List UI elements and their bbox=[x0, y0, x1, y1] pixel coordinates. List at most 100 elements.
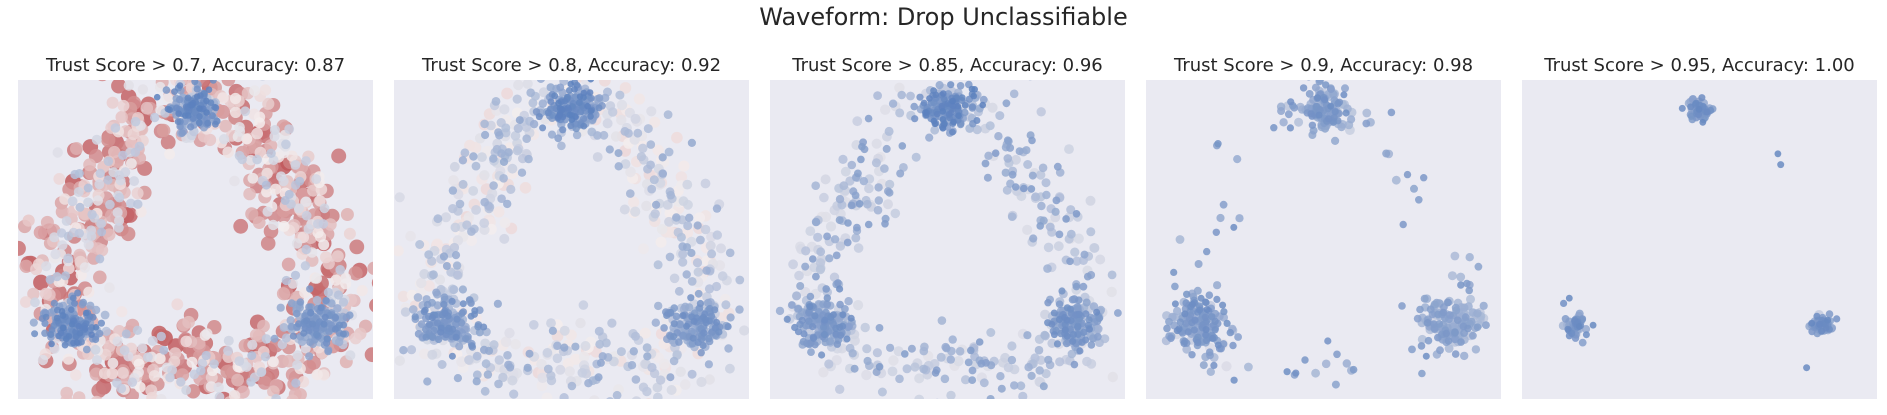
scatter-point bbox=[1069, 337, 1077, 345]
scatter-point bbox=[477, 152, 487, 162]
scatter-point bbox=[176, 377, 186, 387]
scatter-point bbox=[112, 207, 123, 218]
scatter-point bbox=[853, 223, 861, 232]
scatter-point bbox=[955, 347, 965, 356]
scatter-point bbox=[1018, 391, 1028, 399]
scatter-point bbox=[321, 313, 329, 321]
scatter-point bbox=[1015, 147, 1024, 156]
scatter-point bbox=[499, 174, 508, 183]
scatter-point bbox=[1442, 329, 1450, 338]
scatter-point bbox=[666, 190, 675, 200]
scatter-point bbox=[1331, 136, 1340, 145]
scatter-point bbox=[71, 299, 78, 307]
scatter-point bbox=[580, 341, 591, 351]
scatter-point bbox=[61, 216, 72, 226]
scatter-point bbox=[1202, 331, 1210, 339]
scatter-point bbox=[896, 169, 905, 178]
scatter-point bbox=[97, 319, 105, 327]
scatter-point bbox=[528, 98, 538, 108]
scatter-point bbox=[1034, 345, 1044, 355]
scatter-point bbox=[1199, 361, 1208, 370]
scatter-point bbox=[1070, 360, 1079, 369]
scatter-point bbox=[480, 197, 489, 207]
scatter-point bbox=[86, 231, 97, 242]
scatter-point bbox=[1818, 327, 1826, 335]
scatter-point bbox=[844, 297, 853, 306]
scatter-point bbox=[156, 123, 171, 138]
scatter-point bbox=[101, 326, 111, 336]
scatter-point bbox=[480, 338, 491, 349]
scatter-point bbox=[303, 317, 311, 325]
scatter-point bbox=[501, 123, 511, 133]
scatter-point bbox=[548, 326, 557, 335]
scatter-point bbox=[1028, 171, 1037, 180]
scatter-point bbox=[417, 320, 426, 328]
scatter-point bbox=[631, 331, 640, 341]
scatter-point bbox=[197, 358, 208, 369]
scatter-point bbox=[652, 144, 664, 156]
scatter-point bbox=[356, 285, 368, 297]
scatter-point bbox=[132, 325, 143, 335]
scatter-point bbox=[595, 339, 605, 349]
scatter-point bbox=[815, 265, 825, 275]
scatter-point bbox=[593, 131, 602, 140]
scatter-point bbox=[18, 240, 26, 256]
scatter-point bbox=[1045, 222, 1055, 232]
scatter-point bbox=[497, 149, 506, 158]
scatter-point bbox=[1027, 185, 1036, 193]
scatter-point bbox=[162, 86, 171, 94]
scatter-point bbox=[1408, 345, 1416, 354]
scatter-point bbox=[859, 177, 869, 186]
scatter-point bbox=[1089, 302, 1099, 311]
scatter-point bbox=[1016, 381, 1026, 391]
scatter-point bbox=[1230, 223, 1238, 231]
subplot-1: Trust Score > 0.7, Accuracy: 0.87 bbox=[18, 52, 373, 399]
scatter-point bbox=[1581, 325, 1591, 334]
scatter-point bbox=[537, 372, 548, 383]
scatter-point bbox=[1095, 254, 1106, 265]
scatter-point bbox=[1382, 149, 1391, 158]
scatter-point bbox=[689, 334, 697, 342]
scatter-point bbox=[1009, 89, 1019, 99]
scatter-point bbox=[805, 317, 813, 325]
scatter-point bbox=[669, 356, 679, 366]
scatter-point bbox=[95, 254, 105, 264]
scatter-point bbox=[864, 220, 873, 229]
scatter-point bbox=[954, 102, 962, 110]
scatter-point bbox=[949, 97, 956, 105]
scatter-point bbox=[852, 116, 863, 127]
scatter-point bbox=[872, 348, 882, 358]
scatter-point bbox=[74, 169, 84, 178]
scatter-point bbox=[481, 359, 491, 369]
scatter-point bbox=[571, 86, 578, 93]
scatter-point bbox=[506, 184, 516, 194]
scatter-point bbox=[1048, 320, 1056, 328]
scatter-point bbox=[176, 82, 184, 89]
scatter-point bbox=[1201, 313, 1209, 321]
scatter-point bbox=[137, 84, 149, 95]
scatter-point bbox=[986, 395, 995, 399]
scatter-point bbox=[564, 104, 572, 111]
scatter-point bbox=[942, 344, 951, 353]
scatter-point bbox=[348, 266, 363, 281]
scatter-point bbox=[515, 116, 524, 125]
scatter-point bbox=[462, 220, 472, 230]
scatter-point bbox=[182, 315, 195, 329]
scatter-point bbox=[106, 367, 119, 380]
scatter-point bbox=[433, 214, 443, 224]
scatter-point bbox=[1426, 305, 1435, 314]
scatter-point bbox=[848, 349, 857, 358]
scatter-point bbox=[57, 240, 68, 251]
scatter-point bbox=[181, 385, 192, 396]
scatter-point bbox=[725, 248, 735, 258]
scatter-point bbox=[958, 94, 966, 101]
scatter-point bbox=[620, 159, 631, 169]
scatter-point bbox=[601, 93, 610, 103]
scatter-point bbox=[281, 257, 296, 272]
scatter-point bbox=[456, 356, 467, 368]
scatter-point bbox=[724, 344, 733, 353]
scatter-point bbox=[83, 286, 95, 298]
scatter-point bbox=[295, 320, 303, 328]
scatter-point bbox=[861, 369, 872, 381]
scatter-point bbox=[675, 338, 683, 346]
